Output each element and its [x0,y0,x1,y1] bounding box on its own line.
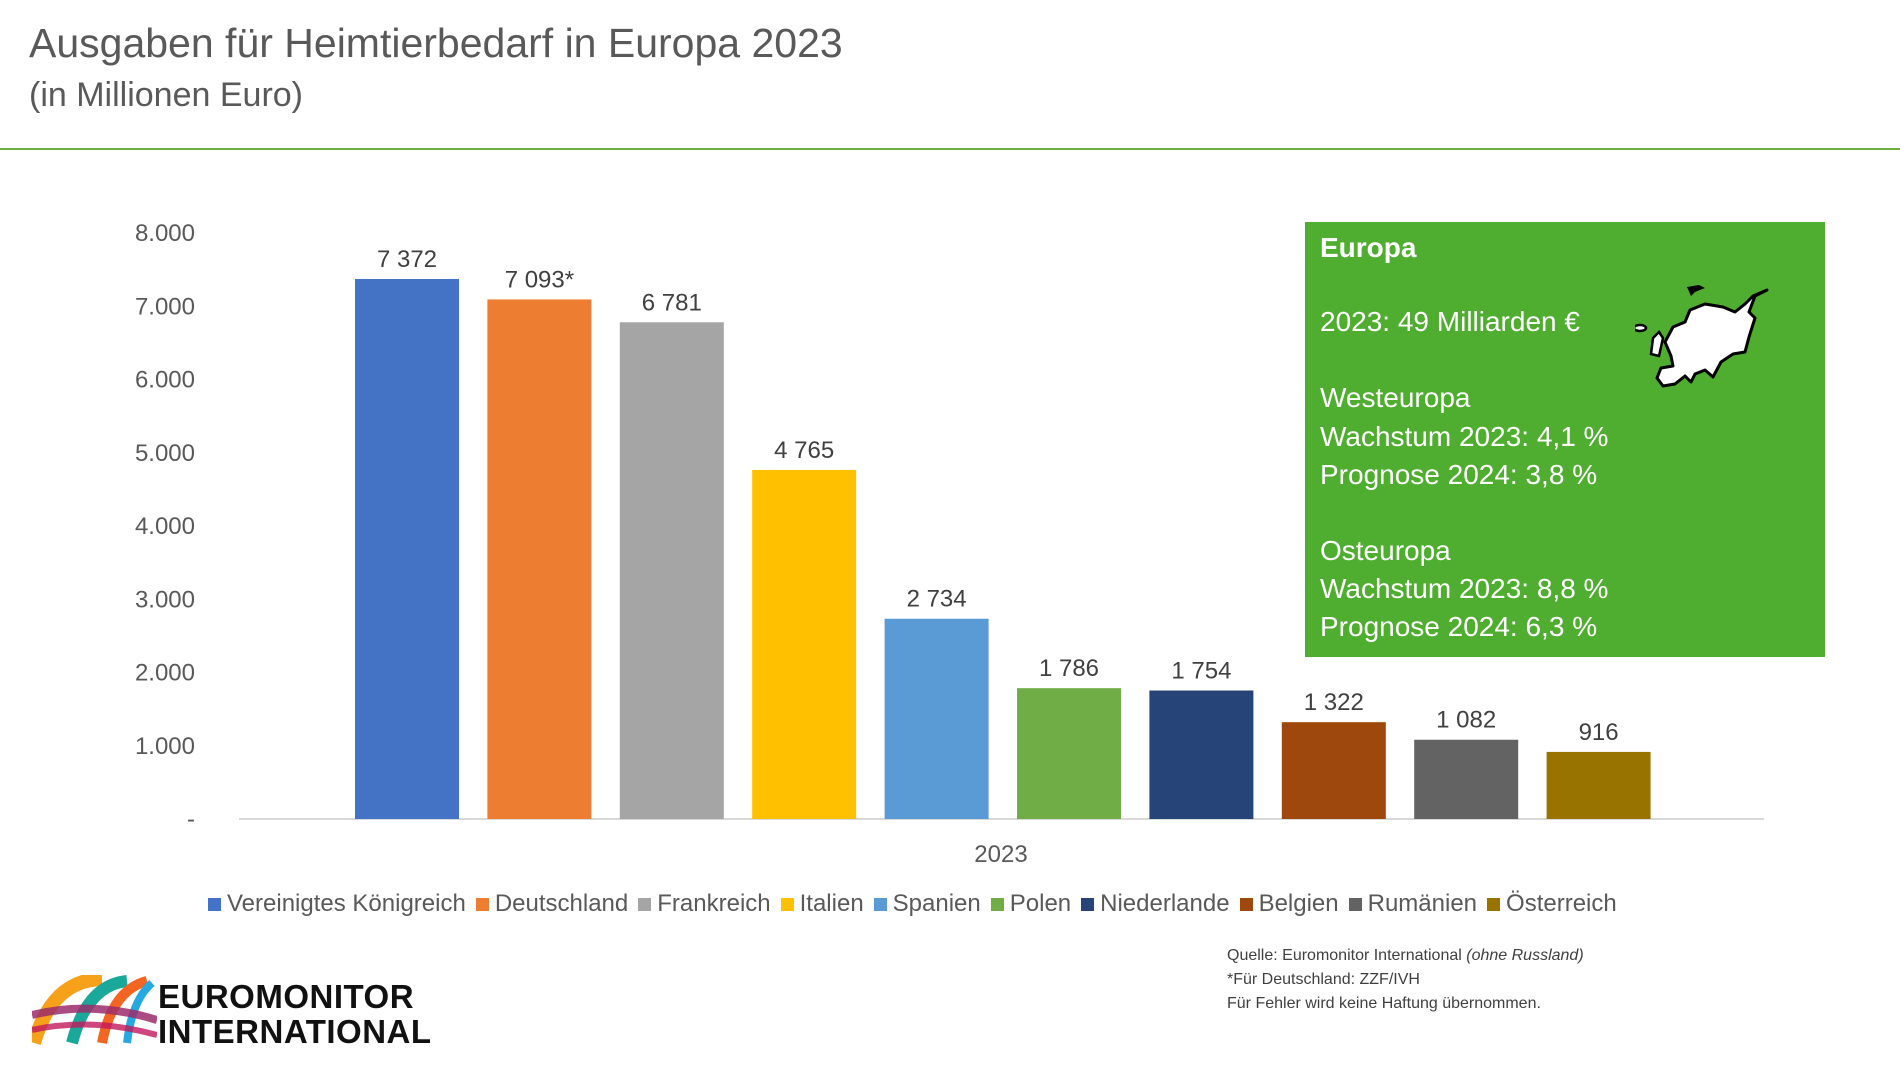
legend-label: Rumänien [1367,890,1478,917]
europe-infobox: Europa 2023: 49 Milliarden € Westeuropa … [1305,222,1825,657]
y-tick-label: 6.000 [135,367,195,394]
header-divider [0,148,1900,150]
legend-label: Deutschland [494,890,629,917]
infobox-west-heading: Westeuropa [1320,382,1471,413]
y-tick-label: - [187,806,195,833]
legend-item: Vereinigtes Königreich [208,890,466,918]
legend-item: Deutschland [475,890,629,918]
legend-label: Frankreich [657,890,771,917]
logo-line-2: INTERNATIONAL [158,1013,432,1050]
legend-item: Polen [990,890,1072,918]
legend-swatch [873,897,887,911]
data-label: 1 786 [1039,655,1099,682]
source-note: (ohne Russland) [1466,947,1584,964]
source-notes: Quelle: Euromonitor International (ohne … [1227,944,1584,1016]
infobox-heading: Europa [1320,232,1417,263]
chart-legend: Vereinigtes Königreich Deutschland Frankre… [208,890,1617,918]
data-label: 916 [1579,719,1619,746]
x-category-label: 2023 [974,841,1027,868]
source-text: Quelle: Euromonitor International [1227,947,1467,964]
legend-swatch [780,897,794,911]
legend-item: Spanien [873,890,981,918]
legend-item: Österreich [1487,890,1617,918]
data-label: 1 082 [1436,707,1496,734]
disclaimer: Für Fehler wird keine Haftung übernommen… [1227,995,1541,1012]
legend-item: Belgien [1239,890,1339,918]
logo-wordmark: EUROMONITOR INTERNATIONAL [158,979,432,1049]
legend-swatch [1348,897,1362,911]
infobox-east-heading: Osteuropa [1320,535,1451,566]
infobox-east-growth: Wachstum 2023: 8,8 % [1320,573,1609,604]
legend-swatch [638,897,652,911]
legend-label: Spanien [892,890,981,917]
bar-niederlande [1149,690,1254,819]
bar-spanien [884,618,989,819]
infobox-total: 2023: 49 Milliarden € [1320,306,1580,337]
legend-swatch [1487,897,1501,911]
data-label: 7 372 [377,246,437,273]
y-tick-label: 1.000 [135,733,195,760]
legend-item: Italien [780,890,864,918]
legend-swatch [1239,897,1253,911]
bar-chart: - 1.000 2.000 3.000 4.000 5.000 6.000 7.000 8.00… [135,220,1764,868]
bar-italien [752,469,857,819]
germany-note: *Für Deutschland: ZZF/IVH [1227,971,1420,988]
data-label: 4 765 [774,437,834,464]
data-label: 7 093* [505,266,574,293]
y-tick-label: 8.000 [135,220,195,247]
data-label: 1 322 [1304,689,1364,716]
bar-polen [1017,688,1121,819]
infobox-west-growth: Wachstum 2023: 4,1 % [1320,421,1609,452]
y-tick-label: 3.000 [135,586,195,613]
legend-label: Polen [1009,890,1072,917]
legend-label: Belgien [1258,890,1339,917]
source-line: Quelle: Euromonitor International (ohne … [1227,944,1584,968]
y-tick-label: 4.000 [135,513,195,540]
legend-label: Vereinigtes Königreich [227,890,466,917]
bar-belgien [1281,722,1386,819]
legend-swatch [990,897,1004,911]
data-label: 6 781 [642,289,702,316]
y-tick-label: 7.000 [135,293,195,320]
legend-label: Niederlande [1100,890,1230,917]
legend-label: Italien [799,890,864,917]
bar-rumänien [1414,739,1519,819]
infobox-east-forecast: Prognose 2024: 6,3 % [1320,611,1598,642]
legend-label: Österreich [1506,890,1617,917]
legend-item: Frankreich [638,890,771,918]
data-label: 2 734 [907,586,967,613]
legend-swatch [475,897,489,911]
y-tick-label: 5.000 [135,440,195,467]
chart-title: Ausgaben für Heimtierbedarf in Europa 20… [29,20,843,66]
bar-österreich [1546,751,1651,819]
bar-vereinigtes-königreich [355,279,459,820]
euromonitor-logo-icon [32,975,157,1045]
logo-line-1: EUROMONITOR [158,978,415,1015]
bar-frankreich [619,322,724,819]
legend-swatch [208,897,221,911]
chart-subtitle: (in Millionen Euro) [29,76,303,114]
europe-map-icon [1635,285,1769,388]
bar-deutschland [487,299,592,819]
legend-item: Rumänien [1348,890,1478,918]
legend-item: Niederlande [1081,890,1230,918]
data-label: 1 754 [1171,658,1231,685]
legend-swatch [1081,897,1095,911]
y-tick-label: 2.000 [135,660,195,687]
infobox-west-forecast: Prognose 2024: 3,8 % [1320,459,1598,490]
